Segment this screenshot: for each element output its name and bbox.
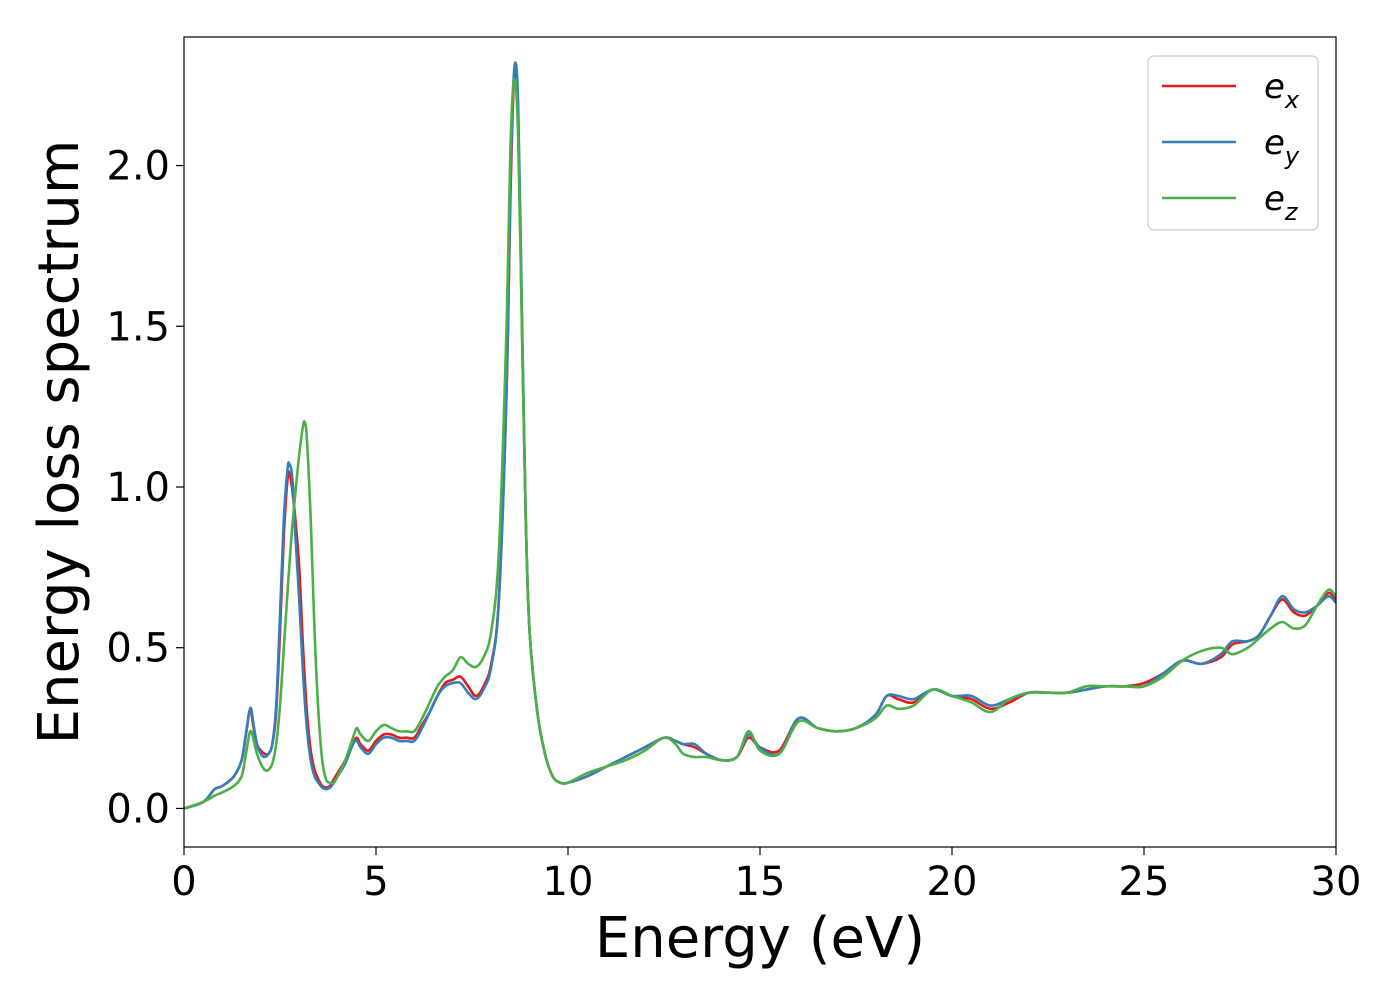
y-tick-label: 0.0 [106, 786, 170, 832]
series-layer [184, 61, 1336, 810]
y-axis-title: Energy loss spectrum [27, 140, 92, 745]
y-axis: 0.0 0.5 1.0 1.5 2.0 [106, 144, 184, 832]
y-tick-label: 2.0 [106, 144, 170, 190]
x-tick-label: 25 [1119, 859, 1170, 905]
y-tick-label: 0.5 [106, 626, 170, 672]
x-tick-label: 30 [1311, 859, 1362, 905]
x-tick-label: 5 [363, 859, 388, 905]
series-line-z [184, 77, 1336, 810]
legend-label-x: ex [1264, 67, 1300, 114]
y-tick-label: 1.0 [106, 465, 170, 511]
legend: ex ey ez [1147, 55, 1319, 231]
x-tick-label: 20 [927, 859, 978, 905]
x-axis: 0 5 10 15 20 25 30 [171, 847, 1361, 905]
x-tick-label: 15 [735, 859, 786, 905]
legend-label-z: ez [1264, 179, 1299, 226]
legend-label-y: ey [1264, 123, 1300, 170]
x-tick-label: 10 [543, 859, 594, 905]
y-tick-label: 1.5 [106, 304, 170, 350]
x-tick-label: 0 [171, 859, 196, 905]
x-axis-title: Energy (eV) [595, 906, 925, 971]
